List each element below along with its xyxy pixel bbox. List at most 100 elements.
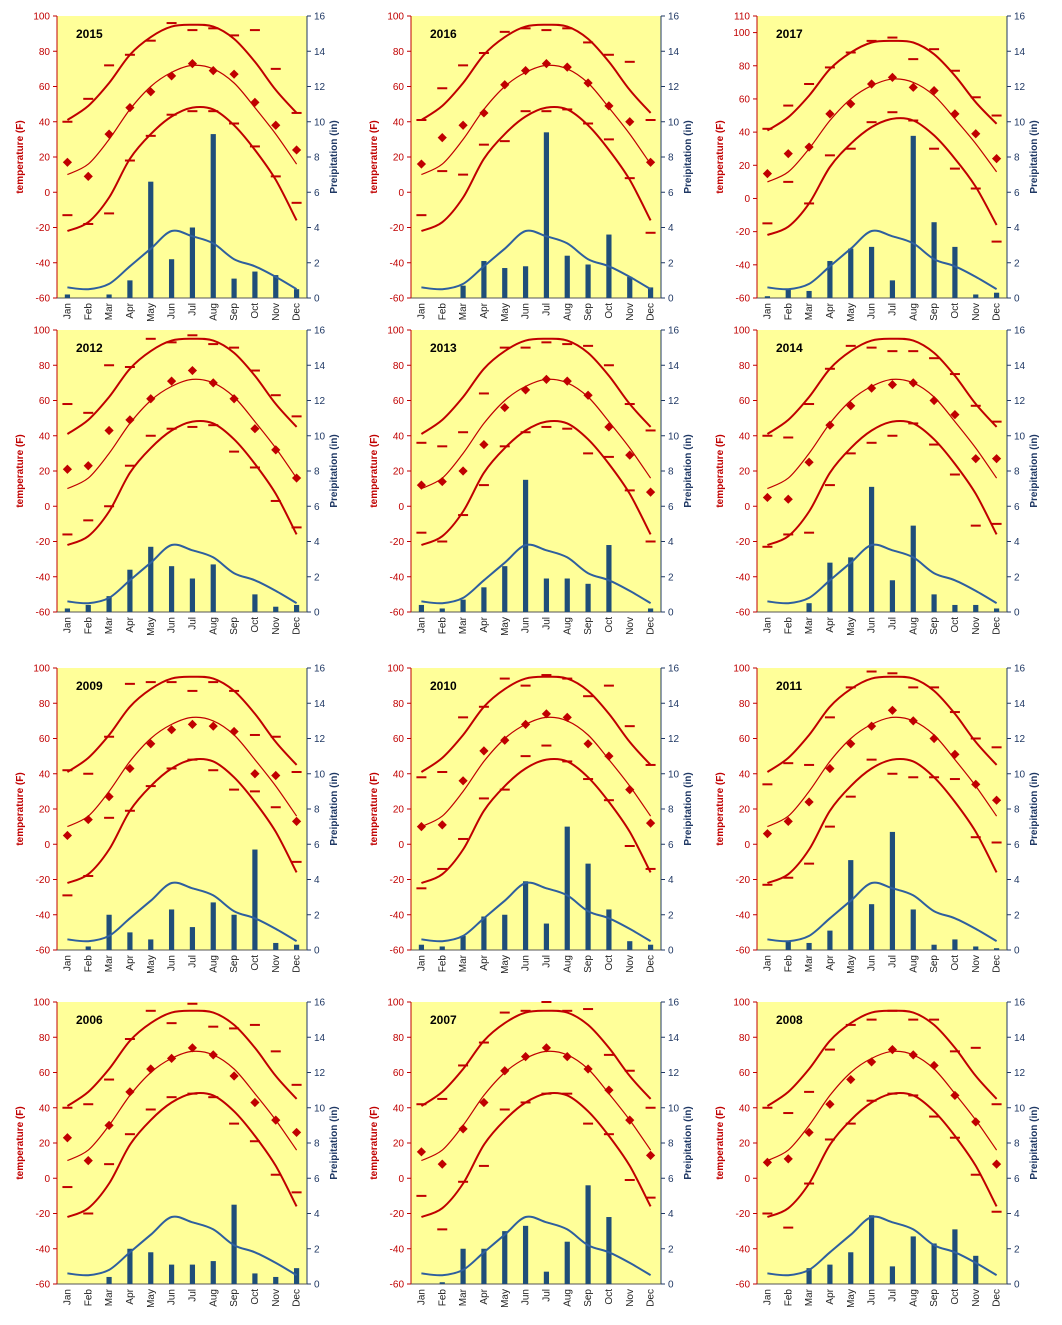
precip-tick-label: 0 xyxy=(668,1280,674,1291)
temp-tick-label: 80 xyxy=(393,1033,405,1044)
temp-tick-label: 20 xyxy=(739,467,751,478)
precip-bar xyxy=(647,287,654,298)
precip-bar xyxy=(952,1229,958,1284)
precip-tick-label: 8 xyxy=(668,153,674,164)
precip-bar xyxy=(273,606,279,612)
precip-bar xyxy=(848,860,854,950)
precip-bar xyxy=(931,944,937,950)
chart-title: 2015 xyxy=(76,27,103,41)
month-label-feb: Feb xyxy=(83,1289,94,1307)
precip-tick-label: 4 xyxy=(1014,223,1020,234)
temp-tick-label: -40 xyxy=(36,572,51,583)
temp-tick-label: 20 xyxy=(39,467,51,478)
precip-bar xyxy=(848,557,854,612)
temp-tick-label: 60 xyxy=(739,94,751,105)
precip-bar xyxy=(127,280,133,298)
precip-tick-label: 10 xyxy=(314,431,326,442)
chart-panel-2010: -60 -40 -20 0 20 40 60 80 100 0 2 4 6 8 10 12 14 16 temper… xyxy=(362,658,708,986)
month-label-mar: Mar xyxy=(458,954,469,972)
plot-area xyxy=(757,668,1007,950)
precip-tick-label: 16 xyxy=(668,998,680,1009)
precip-bar xyxy=(993,948,1000,950)
precip-bar xyxy=(189,227,196,298)
observed-mean-point xyxy=(458,466,468,476)
normal-max-line xyxy=(420,23,652,121)
precip-bar xyxy=(585,583,591,612)
temp-tick-label: -20 xyxy=(390,223,405,234)
precip-bar xyxy=(210,134,216,298)
month-label-aug: Aug xyxy=(908,1289,919,1307)
normal-min-line xyxy=(767,419,998,546)
chart-title: 2014 xyxy=(776,341,803,355)
observed-mean-point xyxy=(500,402,510,413)
temp-tick-label: 20 xyxy=(739,805,751,816)
month-label-oct: Oct xyxy=(950,1289,961,1305)
precip-axis-title: Preipitation (in) xyxy=(1029,120,1040,193)
precip-bar xyxy=(543,923,550,950)
temp-tick-label: 40 xyxy=(39,1103,51,1114)
precip-tick-label: 12 xyxy=(668,396,680,407)
chart-title: 2016 xyxy=(430,27,457,41)
precip-bar xyxy=(210,564,216,612)
month-label-dec: Dec xyxy=(992,303,1003,321)
normal-mean-line xyxy=(67,378,298,490)
precip-tick-label: 0 xyxy=(314,294,320,305)
month-label-oct: Oct xyxy=(250,1289,261,1305)
temp-axis-title: temperature (F) xyxy=(369,1106,380,1179)
precip-bar xyxy=(148,546,154,612)
month-label-apr: Apr xyxy=(125,302,136,318)
month-label-sep: Sep xyxy=(583,303,594,321)
normal-precip-line xyxy=(67,543,298,605)
normal-precip-line xyxy=(767,229,998,291)
month-label-mar: Mar xyxy=(104,616,115,634)
month-label-oct: Oct xyxy=(950,955,961,971)
month-label-feb: Feb xyxy=(783,617,794,635)
precip-axis-title: Preipitation (in) xyxy=(1029,1106,1040,1179)
temp-tick-label: -40 xyxy=(736,572,751,583)
month-label-aug: Aug xyxy=(908,303,919,321)
observed-mean-point xyxy=(479,1097,489,1108)
precip-bar xyxy=(481,260,487,298)
observed-mean-point xyxy=(208,378,218,388)
temp-tick-label: 80 xyxy=(393,361,405,372)
precip-tick-label: 16 xyxy=(1014,998,1026,1009)
normal-min-line xyxy=(67,419,298,546)
observed-mean-point xyxy=(125,103,135,113)
temp-tick-label: 60 xyxy=(393,1068,405,1079)
temp-tick-label: -40 xyxy=(390,258,405,269)
precip-tick-label: 0 xyxy=(1014,608,1020,619)
observed-mean-point xyxy=(783,149,793,159)
precip-tick-label: 2 xyxy=(668,910,674,921)
precip-tick-label: 10 xyxy=(314,769,326,780)
precip-tick-label: 14 xyxy=(668,1033,680,1044)
month-label-jul: Jul xyxy=(541,1289,552,1302)
temp-tick-label: 0 xyxy=(744,1174,750,1185)
temp-tick-label: -40 xyxy=(36,1244,51,1255)
precip-bar xyxy=(952,604,958,612)
observed-mean-point xyxy=(541,1043,552,1053)
precip-tick-label: 0 xyxy=(668,946,674,957)
chart-title: 2013 xyxy=(430,341,457,355)
chart-panel-2008: -60 -40 -20 0 20 40 60 80 100 0 2 4 6 8 10 12 14 16 temper… xyxy=(708,992,1054,1320)
precip-bar xyxy=(189,578,196,612)
temp-tick-label: -20 xyxy=(390,537,405,548)
temp-tick-label: -60 xyxy=(390,608,405,619)
month-label-sep: Sep xyxy=(929,955,940,973)
month-label-dec: Dec xyxy=(992,617,1003,635)
observed-mean-point xyxy=(929,1060,939,1071)
precip-bar xyxy=(564,826,570,950)
temp-tick-label: 80 xyxy=(393,699,405,710)
temp-tick-label: 40 xyxy=(739,769,751,780)
precip-bar xyxy=(931,1243,937,1284)
temp-tick-label: -60 xyxy=(36,946,51,957)
observed-mean-point xyxy=(783,1154,793,1164)
chart-panel-2015: -60 -40 -20 0 20 40 60 80 100 0 2 4 6 8 10 12 14 16 temper… xyxy=(8,6,354,334)
precip-tick-label: 14 xyxy=(668,47,680,58)
precip-axis-title: Preipitation (in) xyxy=(329,1106,340,1179)
precip-bar xyxy=(806,603,812,612)
month-label-oct: Oct xyxy=(950,617,961,633)
temp-tick-label: -40 xyxy=(390,910,405,921)
chart-svg-2013: -60 -40 -20 0 20 40 60 80 100 0 2 4 6 8 10 12 14 16 temper… xyxy=(369,326,694,636)
month-label-mar: Mar xyxy=(104,1288,115,1306)
precip-tick-label: 2 xyxy=(1014,910,1020,921)
